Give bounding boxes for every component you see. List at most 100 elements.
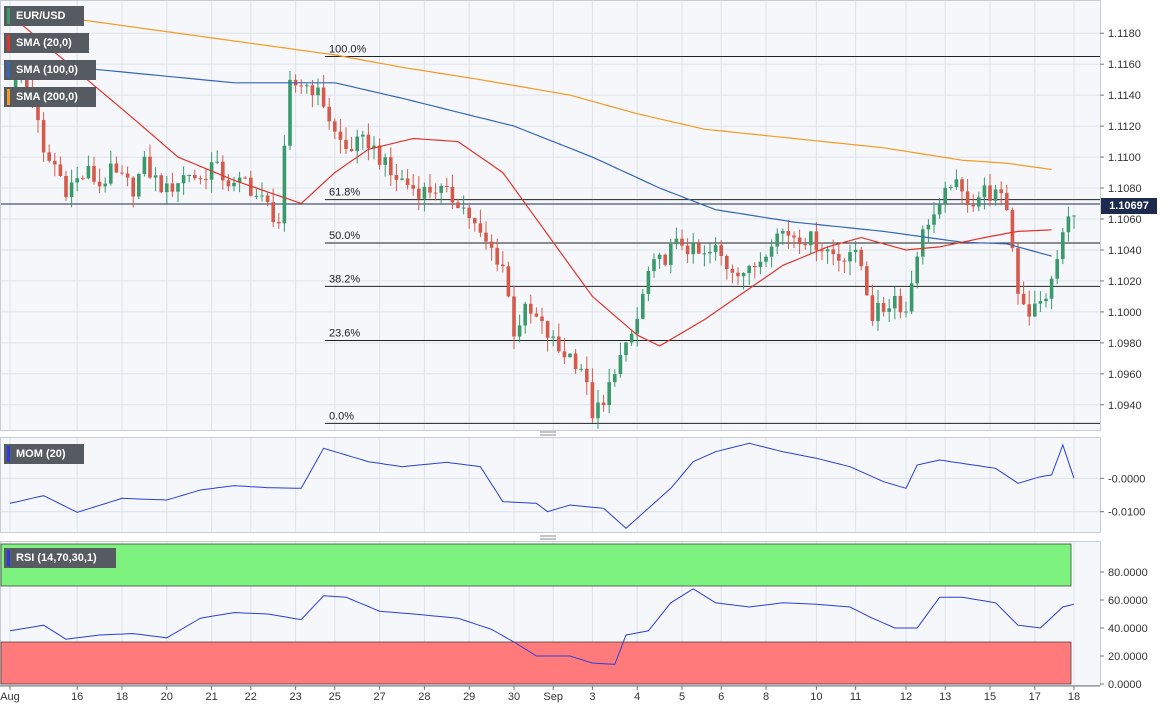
candle-body [165, 183, 169, 193]
sma20-label: SMA (20,0) [16, 37, 72, 49]
candle-body [1044, 298, 1048, 302]
candle-body [1038, 301, 1043, 304]
candle-body [389, 157, 393, 176]
sma20-legend[interactable]: SMA (20,0) [4, 33, 89, 53]
candle-body [109, 163, 113, 184]
candle-body [422, 186, 427, 199]
y-tick-label: 1.0960 [1108, 369, 1142, 381]
rsi-series [0, 543, 1075, 685]
candle-body [86, 166, 91, 179]
candle-body [859, 249, 863, 267]
candle-body [92, 166, 96, 182]
candle-body [277, 221, 281, 224]
rsi-overbought-zone [0, 543, 1072, 587]
candle-body [198, 178, 203, 180]
fibonacci-label: 23.6% [329, 328, 360, 340]
candle-body [226, 180, 231, 187]
candle-body [657, 254, 662, 260]
x-tick-label: 20 [161, 691, 173, 703]
y-tick-label: 1.1020 [1108, 276, 1142, 288]
x-tick-label: 25 [329, 691, 341, 703]
candle-body [120, 172, 124, 174]
candle-body [719, 245, 723, 256]
candle-body [674, 238, 679, 245]
sma100-legend[interactable]: SMA (100,0) [4, 60, 96, 80]
candle-body [58, 164, 63, 177]
candle-body [243, 177, 247, 179]
candle-body [467, 207, 471, 219]
candle-body [708, 251, 712, 254]
x-tick-label: 11 [850, 691, 861, 703]
candle-body [366, 134, 371, 149]
sma200-legend[interactable]: SMA (200,0) [4, 87, 96, 107]
candle-body [551, 336, 555, 338]
candle-body [405, 178, 410, 186]
candle-body [825, 249, 830, 252]
candle-body [607, 382, 611, 406]
candle-body [814, 231, 819, 251]
rsi-legend[interactable]: RSI (14,70,30,1) [4, 548, 116, 568]
x-tick-label: 3 [589, 691, 595, 703]
x-tick-label: 21 [205, 691, 217, 703]
candle-body [540, 316, 544, 322]
candle-body [411, 185, 415, 189]
fibonacci-label: 61.8% [329, 187, 360, 199]
axes: Aug 16 18 20 21 22 23 25 27 28 29 30 Sep 3 4 5 6 8 10 11 12 1… [0, 28, 1148, 703]
rsi-label: RSI (14,70,30,1) [16, 552, 97, 564]
candle-body [489, 241, 494, 248]
candle-body [669, 244, 673, 265]
candle-body [69, 182, 74, 197]
candle-body [13, 79, 18, 94]
candle-body [865, 266, 869, 296]
x-tick-label: 30 [508, 691, 520, 703]
mom-legend[interactable]: MOM (20) [4, 444, 84, 464]
candle-body [641, 293, 645, 319]
candle-body [461, 207, 466, 209]
candle-body [999, 189, 1003, 194]
candle-body [1061, 232, 1065, 260]
candle-body [288, 79, 292, 146]
x-tick-label: 8 [763, 691, 769, 703]
candle-body [1072, 215, 1076, 217]
candle-body [557, 336, 561, 352]
candle-body [1055, 259, 1059, 279]
candle-body [534, 313, 539, 317]
candle-body [445, 185, 449, 187]
x-tick-label: 22 [245, 691, 257, 703]
candle-body [758, 261, 763, 268]
resize-grip-icon[interactable] [540, 431, 556, 436]
candle-body [338, 131, 343, 140]
x-tick-label: Aug [0, 691, 20, 703]
candle-body [713, 245, 718, 252]
y-tick-label: 1.0940 [1108, 400, 1142, 412]
candle-body [265, 195, 270, 203]
candle-body [573, 353, 578, 370]
candle-body [327, 106, 331, 122]
x-tick-label: Sep [543, 691, 563, 703]
candle-body [131, 177, 135, 197]
candle-body [1016, 248, 1020, 294]
candle-body [568, 353, 572, 358]
candle-body [741, 273, 746, 277]
candle-body [321, 87, 326, 107]
candle-body [103, 183, 107, 187]
candle-body [937, 203, 942, 215]
candle-body [81, 178, 85, 180]
candle-body [215, 161, 219, 163]
candle-body [562, 351, 567, 358]
candle-body [114, 163, 119, 173]
candle-body [1049, 278, 1054, 299]
candle-body [221, 161, 225, 181]
candle-body [25, 78, 29, 89]
fibonacci-label: 100.0% [329, 43, 367, 55]
x-tick-label: 16 [71, 691, 83, 703]
momentum-panel-bg [0, 437, 1101, 533]
candle-body [596, 402, 600, 419]
x-tick-label: 4 [634, 691, 640, 703]
resize-grip-icon[interactable] [540, 535, 556, 540]
candle-body [176, 183, 180, 192]
symbol-legend[interactable]: EUR/USD [4, 6, 84, 26]
x-tick-label: 27 [373, 691, 385, 703]
candle-body [786, 231, 791, 236]
